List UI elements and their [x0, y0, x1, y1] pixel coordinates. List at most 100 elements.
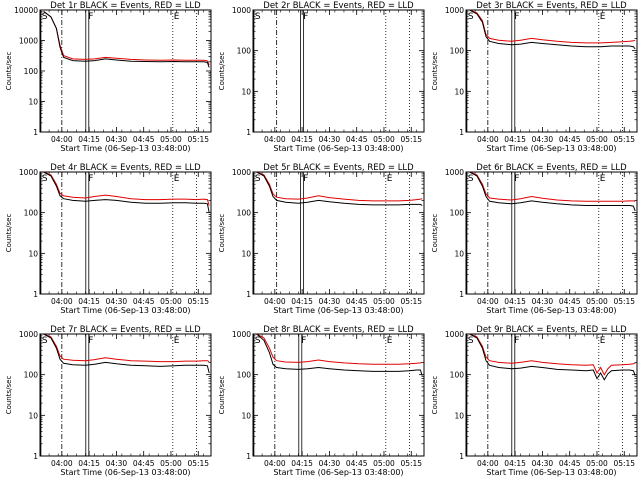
panel-title: Det 7r BLACK = Events, RED = LLD	[50, 325, 201, 335]
y-tick-label: 100	[450, 47, 465, 56]
y-tick-label: 10	[454, 411, 464, 420]
x-tick-label: 05:15	[400, 297, 422, 306]
x-tick-label: 04:30	[106, 459, 128, 468]
series-line-lld	[469, 333, 636, 376]
panel-title: Det 9r BLACK = Events, RED = LLD	[476, 325, 627, 335]
detector-panel-5: Det 5r BLACK = Events, RED = LLD 1 10 100 10…	[218, 163, 425, 315]
x-tick-label: 04:30	[319, 297, 341, 306]
detector-panel-1: Det 1r BLACK = Events, RED = LLD 1 10 100 10…	[5, 1, 212, 153]
marker-label: F	[88, 174, 93, 184]
y-tick-label: 1	[246, 452, 251, 461]
series-line-events	[469, 9, 636, 50]
series-line-events	[43, 10, 210, 68]
x-axis-label: Start Time (06-Sep-13 03:48:00)	[60, 468, 190, 477]
x-tick-label: 04:15	[78, 135, 100, 144]
panel-title: Det 6r BLACK = Events, RED = LLD	[476, 163, 627, 173]
x-axis-label: Start Time (06-Sep-13 03:48:00)	[60, 144, 190, 153]
detector-panel-9: Det 9r BLACK = Events, RED = LLD 1 10 100 10…	[431, 325, 638, 477]
x-tick-label: 05:00	[373, 459, 395, 468]
marker-label: F	[514, 12, 519, 22]
y-tick-label: 100	[450, 209, 465, 218]
marker-label: S	[255, 174, 261, 184]
plot-frame	[465, 9, 638, 133]
y-tick-label: 1	[459, 452, 464, 461]
x-tick-label: 05:15	[187, 135, 209, 144]
marker-label: F	[514, 174, 519, 184]
x-tick-label: 04:15	[78, 459, 100, 468]
x-tick-label: 04:45	[133, 135, 155, 144]
y-tick-label: 1	[246, 128, 251, 137]
x-tick-label: 04:15	[504, 297, 526, 306]
y-tick-label: 1000	[232, 168, 251, 177]
detector-panel-8: Det 8r BLACK = Events, RED = LLD 1 10 100 10…	[218, 325, 425, 477]
x-tick-label: 04:30	[532, 297, 554, 306]
x-tick-label: 04:45	[559, 297, 581, 306]
x-tick-label: 04:15	[78, 297, 100, 306]
plot-frame	[39, 171, 212, 295]
marker-label: F	[514, 336, 519, 346]
series-line-lld	[256, 333, 423, 365]
detector-panel-3: Det 3r BLACK = Events, RED = LLD 1 10 100 10…	[431, 1, 638, 153]
y-tick-label: 1000	[232, 6, 251, 15]
marker-label: E	[174, 12, 180, 22]
y-tick-label: 10	[28, 249, 38, 258]
y-tick-label: 10	[454, 87, 464, 96]
y-tick-label: 1000	[445, 330, 464, 339]
y-axis-label: Counts/sec	[5, 376, 13, 415]
series-line-lld	[43, 333, 210, 363]
series-line-lld	[256, 171, 423, 202]
marker-label: E	[600, 336, 606, 346]
x-tick-label: 04:00	[51, 297, 73, 306]
y-tick-label: 100	[24, 209, 39, 218]
y-axis-label: Counts/sec	[431, 214, 439, 253]
x-tick-label: 04:00	[51, 135, 73, 144]
panel-title: Det 4r BLACK = Events, RED = LLD	[50, 163, 201, 173]
marker-label: E	[600, 174, 606, 184]
y-axis-label: Counts/sec	[5, 52, 13, 91]
series-line-events	[469, 333, 636, 381]
y-tick-label: 10000	[14, 6, 38, 15]
x-tick-label: 04:00	[477, 459, 499, 468]
x-tick-label: 04:00	[264, 297, 286, 306]
series-line-events	[43, 333, 210, 374]
marker-label: E	[387, 174, 393, 184]
y-tick-label: 1	[459, 290, 464, 299]
panel-title: Det 5r BLACK = Events, RED = LLD	[263, 163, 414, 173]
y-tick-label: 1	[459, 128, 464, 137]
plot-frame	[465, 171, 638, 295]
detector-panel-4: Det 4r BLACK = Events, RED = LLD 1 10 100 10…	[5, 163, 212, 315]
x-tick-label: 05:00	[160, 297, 182, 306]
x-tick-label: 04:30	[319, 459, 341, 468]
detector-panel-2: Det 2r BLACK = Events, RED = LLD 1 10 100 10…	[218, 1, 425, 153]
y-tick-label: 100	[450, 371, 465, 380]
x-tick-label: 04:00	[477, 297, 499, 306]
marker-label: S	[42, 12, 48, 22]
plot-frame	[39, 9, 212, 133]
detector-panel-6: Det 6r BLACK = Events, RED = LLD 1 10 100 10…	[431, 163, 638, 315]
y-tick-label: 10	[454, 249, 464, 258]
plot-frame	[465, 333, 638, 457]
x-axis-label: Start Time (06-Sep-13 03:48:00)	[273, 306, 403, 315]
y-axis-label: Counts/sec	[431, 376, 439, 415]
marker-label: F	[88, 12, 93, 22]
panel-title: Det 1r BLACK = Events, RED = LLD	[50, 1, 201, 11]
x-tick-label: 04:15	[291, 135, 313, 144]
y-tick-label: 10	[28, 411, 38, 420]
x-tick-label: 05:00	[373, 297, 395, 306]
marker-label: F	[301, 336, 306, 346]
y-tick-label: 1	[246, 290, 251, 299]
x-tick-label: 04:45	[133, 459, 155, 468]
x-tick-label: 04:45	[559, 459, 581, 468]
x-tick-label: 04:15	[504, 459, 526, 468]
x-tick-label: 04:30	[319, 135, 341, 144]
x-tick-label: 05:15	[613, 297, 635, 306]
marker-label: E	[600, 12, 606, 22]
marker-label: F	[88, 336, 93, 346]
x-tick-label: 04:30	[532, 459, 554, 468]
plot-frame	[252, 171, 425, 295]
plot-frame	[252, 9, 425, 133]
x-tick-label: 05:15	[187, 459, 209, 468]
y-tick-label: 10	[241, 249, 251, 258]
y-axis-label: Counts/sec	[218, 52, 226, 91]
